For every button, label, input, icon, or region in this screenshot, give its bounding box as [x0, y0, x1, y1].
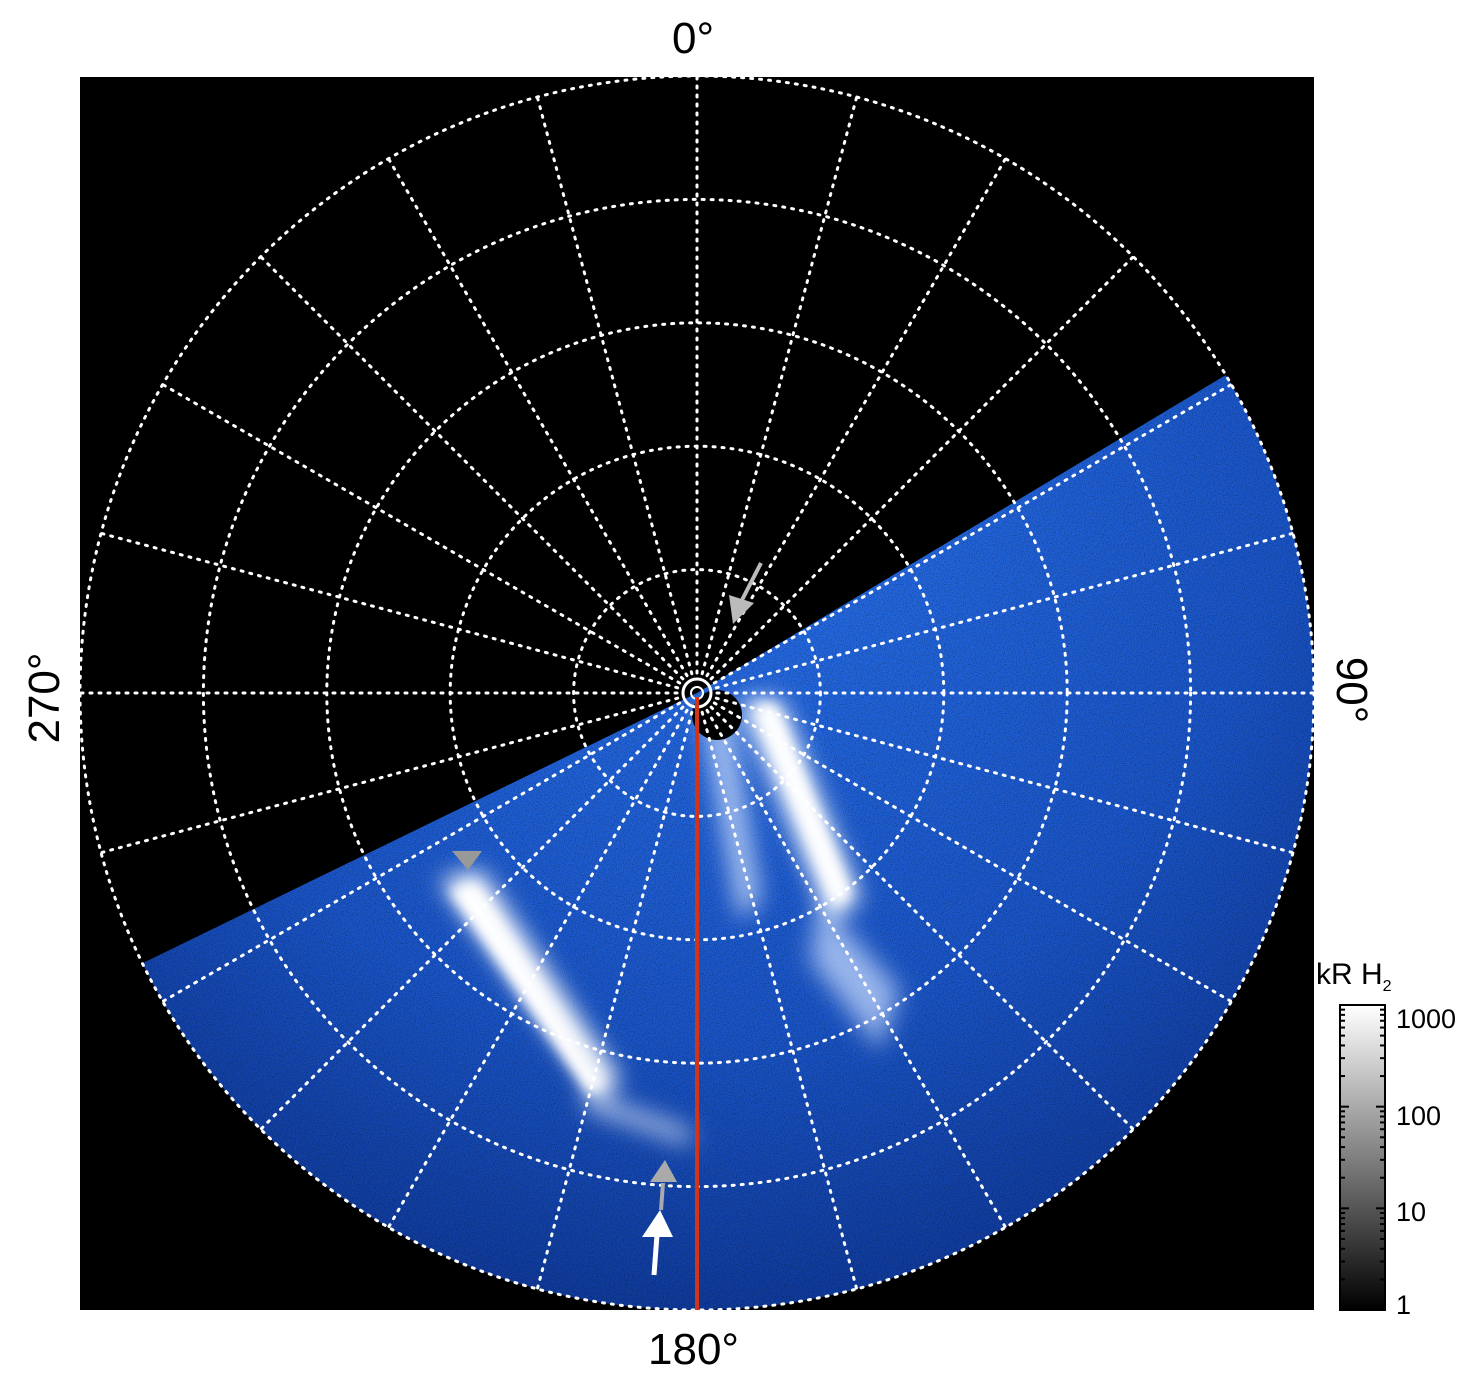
- colorbar-tick-1000: 1000: [1396, 1004, 1457, 1034]
- colorbar-gradient: [1339, 1004, 1386, 1311]
- arrow-gray-left: [452, 851, 482, 870]
- label-left: 270°: [20, 652, 69, 744]
- grid-meridian: [705, 157, 1007, 678]
- grid-meridian: [700, 710, 859, 1291]
- grid-meridian: [712, 383, 1233, 685]
- grid-meridian: [709, 705, 1135, 1131]
- label-bottom: 180°: [648, 1325, 740, 1374]
- colorbar-title: kR H2: [1316, 958, 1392, 995]
- grid-meridian: [535, 95, 694, 676]
- grid-meridian: [714, 696, 1295, 855]
- label-right: 90°: [1327, 656, 1376, 724]
- colorbar-tick-1: 1: [1396, 1290, 1412, 1320]
- grid-meridian: [387, 157, 689, 678]
- grid-meridian: [709, 255, 1135, 681]
- grid-meridian: [714, 531, 1295, 690]
- grid-meridian: [259, 255, 685, 681]
- grid-meridian: [99, 531, 680, 690]
- grid-meridian: [99, 696, 680, 855]
- grid-meridian: [387, 708, 689, 1229]
- colorbar-tick-100: 100: [1396, 1101, 1442, 1131]
- grid-meridian: [161, 701, 682, 1003]
- arrow-white-lower: [642, 1210, 673, 1276]
- arrow-gray-lower: [650, 1160, 677, 1211]
- grid-meridian: [712, 701, 1233, 1003]
- grid-meridian: [700, 95, 859, 676]
- grid-meridian: [705, 708, 1007, 1229]
- arrow-gray-upper: [729, 562, 763, 624]
- label-top: 0°: [672, 14, 715, 63]
- polar-grid: [78, 74, 1316, 1312]
- colorbar: [1339, 1004, 1386, 1311]
- colorbar-tick-10: 10: [1396, 1197, 1427, 1227]
- grid-meridian: [535, 710, 694, 1291]
- grid-meridian: [161, 383, 682, 685]
- grid-ring: [572, 568, 822, 818]
- grid-meridian: [259, 705, 685, 1131]
